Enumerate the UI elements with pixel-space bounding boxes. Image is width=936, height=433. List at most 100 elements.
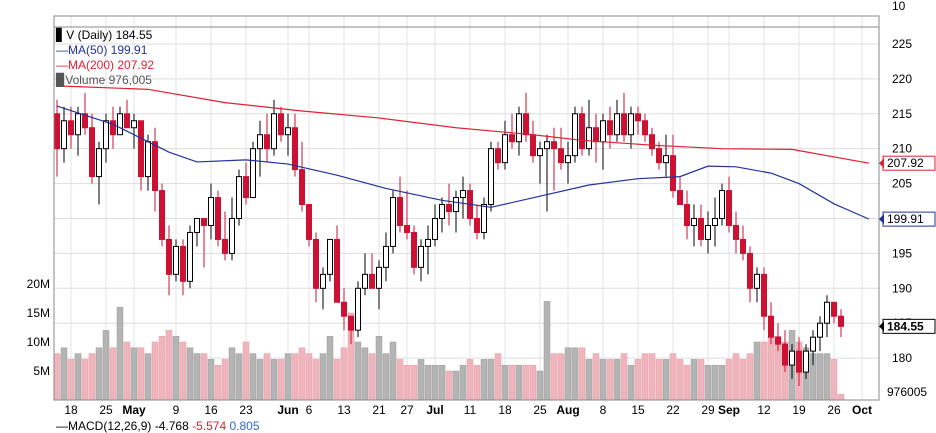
volume-bar [417, 359, 425, 401]
price-tick-label: 220 [892, 72, 912, 86]
volume-bar [249, 353, 257, 401]
volume-bar [438, 364, 446, 401]
candle-body [404, 224, 410, 233]
candle-body [68, 120, 74, 136]
volume-bar [151, 341, 159, 401]
ma50-line [56, 105, 870, 220]
volume-bar [480, 359, 488, 401]
macd-histogram: 0.805 [229, 419, 260, 433]
volume-bar [319, 353, 327, 401]
volume-bar [81, 359, 89, 401]
axes [53, 15, 880, 401]
legend-ma200-text: MA(200) 207.92 [68, 58, 155, 72]
candle-body [180, 245, 186, 282]
volume-bar [669, 353, 677, 401]
candle-body [565, 155, 571, 164]
date-tick-label: 6 [306, 403, 313, 417]
volume-bar [753, 341, 761, 401]
date-tick-label: 11 [464, 403, 477, 417]
volume-bar [529, 364, 537, 401]
volume-bar [368, 353, 376, 401]
volume-bar [508, 364, 516, 401]
candle-body [264, 134, 270, 150]
candle-body [586, 127, 592, 150]
candle-body [194, 217, 200, 233]
candle-body [369, 273, 375, 289]
volume-bar [816, 353, 824, 401]
volume-bar [389, 341, 397, 401]
ma200-badge-text: 207.92 [887, 156, 924, 170]
candle-body [509, 134, 515, 143]
volume-bar [697, 359, 705, 401]
candle-body [145, 141, 151, 178]
price-tick-label: 225 [892, 37, 912, 51]
legend-symbol: ▋ V (Daily) 184.55 [56, 28, 154, 43]
candle-body [670, 155, 676, 192]
volume-bar [130, 347, 138, 401]
date-tick-label: 25 [99, 403, 113, 417]
candle-body [159, 190, 165, 240]
volume-bar [116, 306, 124, 401]
volume-bar [263, 353, 271, 401]
volume-bar [193, 353, 201, 401]
candle-body [705, 224, 711, 240]
volume-bar [326, 335, 334, 401]
candle-body [362, 273, 368, 289]
volume-icon: ▉ [56, 73, 66, 87]
volume-bar [445, 370, 453, 401]
candle-body [131, 120, 137, 129]
date-tick-label: 21 [372, 403, 386, 417]
candle-body [271, 113, 277, 150]
legend-volume-text: Volume 976,005 [65, 73, 152, 87]
candle-body [222, 238, 228, 254]
volume-bar [165, 330, 173, 401]
candle-body [733, 224, 739, 240]
volume-bar [144, 353, 152, 401]
candle-body [348, 315, 354, 331]
candle-body [306, 204, 312, 240]
chart-legend: ▋ V (Daily) 184.55 —MA(50) 199.91 —MA(20… [56, 28, 154, 88]
candle-body [621, 113, 627, 136]
candle-icon: ▋ [56, 28, 66, 42]
candle-body [138, 120, 144, 178]
ma200-swatch-icon: — [56, 58, 68, 72]
candle-body [607, 120, 613, 136]
candle-body [481, 204, 487, 233]
volume-bar [60, 347, 68, 401]
volume-bar [704, 364, 712, 401]
candle-body [278, 113, 284, 136]
macd-swatch-icon: — [56, 419, 68, 433]
candle-body [439, 204, 445, 219]
volume-bar [277, 359, 285, 401]
candle-body [453, 197, 459, 213]
volume-bar [613, 359, 621, 401]
date-tick-label: 26 [827, 403, 841, 417]
volume-bar [186, 347, 194, 401]
volume-bar [739, 359, 747, 401]
candle-body [502, 134, 508, 164]
volume-bar [655, 359, 663, 401]
candle-body [628, 113, 634, 136]
volume-badge-text: 976005 [887, 385, 927, 399]
candle-body [544, 141, 550, 150]
candle-body [656, 148, 662, 164]
date-tick-label: 25 [533, 403, 547, 417]
volume-bar [557, 353, 565, 401]
candle-body [558, 148, 564, 164]
volume-bar [207, 359, 215, 401]
candle-body [600, 120, 606, 143]
volume-bar [648, 353, 656, 401]
candle-body [677, 190, 683, 206]
candle-body [796, 350, 802, 373]
candle-body [593, 127, 599, 143]
volume-bar [760, 341, 768, 401]
macd-signal: -5.574 [192, 419, 227, 433]
volume-bar [53, 353, 61, 401]
candle-body [124, 113, 130, 129]
volume-bar [396, 359, 404, 401]
volume-bar [424, 364, 432, 401]
volume-bar [123, 341, 131, 401]
date-tick-label: 29 [701, 403, 715, 417]
candle-body [761, 273, 767, 317]
